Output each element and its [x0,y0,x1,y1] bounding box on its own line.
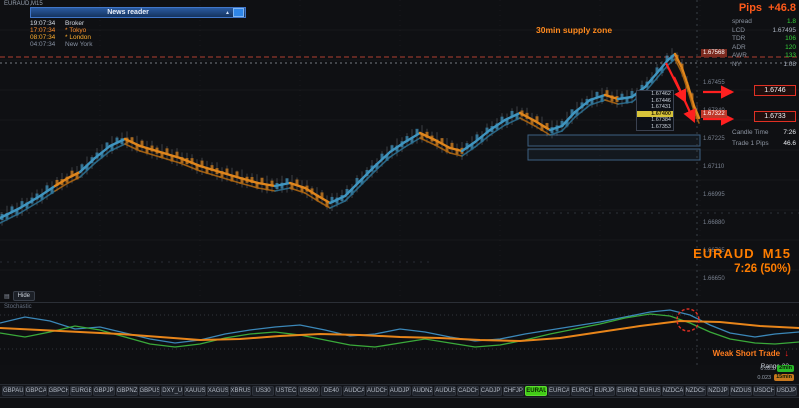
ticker-us500[interactable]: US500 [298,386,320,396]
dot-row-meta: 0.0232min [757,365,794,372]
ticker-cadjpy[interactable]: CADJPY [480,386,502,396]
ticker-de40[interactable]: DE40 [321,386,343,396]
ticker-gbpcad[interactable]: GBPCAD [25,386,47,396]
oscillator-chart [0,302,799,365]
trade-info-panel: Pips +46.8 spread1.8LCD1.67495TDR106ADR1… [732,2,796,148]
oscillator-line-green [0,314,799,347]
price-levels-box: 1.674621.674461.674311.674001.673841.673… [636,90,674,131]
oscillator-line-orange [0,321,799,341]
axis-price-label: 1.66880 [703,220,725,226]
hide-button[interactable]: Hide [13,291,35,301]
ticker-chfjpy[interactable]: CHFJPY [503,386,525,396]
ticker-gbpnzd[interactable]: GBPNZD [116,386,138,396]
trade-pips-label: Trade 1 Pips [732,140,769,149]
price-chart [0,0,799,300]
supply-zone-label: 30min supply zone [536,25,612,35]
ticker-euraud[interactable]: EURAUD [525,386,547,396]
panel-icon: ▤ [4,293,10,300]
supply-demand-zones [528,135,700,160]
ticker-eurjpy[interactable]: EURJPY [594,386,616,396]
candle-time-row: Candle Time 7:26 [732,129,796,138]
candle-countdown: 7:26 (50%) [734,263,791,275]
ticker-eurnzd[interactable]: EURNZD [616,386,638,396]
panel-stat-row: spread1.8 [732,18,796,27]
ticker-gbpaud[interactable]: GBPAUD [2,386,24,396]
symbol-watermark: EURAUD M15 [693,246,791,261]
panel-stat-row: NY1:08 [732,61,796,70]
ticker-nzdcad[interactable]: NZDCAD [662,386,684,396]
trade-signal-text: Weak Short Trade [713,349,780,358]
news-reader-bar[interactable]: News reader ▲ [30,7,246,18]
signal-dot-row-1 [2,366,714,372]
candle-time-label: Candle Time [732,129,769,138]
watermark-timeframe: M15 [763,246,791,261]
ticker-usdchf[interactable]: USDCHF [753,386,775,396]
level-price-tag: 1.67568 [701,49,727,57]
panel-stat-row: LCD1.67495 [732,27,796,36]
ticker-xbrusd[interactable]: XBRUSD [230,386,252,396]
upper-target-price: 1.6746 [754,85,796,96]
pips-counter: Pips +46.8 [732,2,796,14]
trade-pips-value: 46.6 [783,140,796,149]
trade-pips-row: Trade 1 Pips 46.6 [732,140,796,149]
ticker-xagusd[interactable]: XAGUSD [207,386,229,396]
ticker-gbpchf[interactable]: GBPCHF [48,386,70,396]
ticker-audnzd[interactable]: AUDNZD [412,386,434,396]
panel-stat-row: ADR120 [732,44,796,53]
ticker-nzdjpy[interactable]: NZDJPY [707,386,729,396]
panel-stat-row: TDR106 [732,35,796,44]
ticker-audcad[interactable]: AUDCAD [343,386,365,396]
current-price-tag: 1.67322 [701,110,727,118]
ticker-gbpusd[interactable]: GBPUSD [139,386,161,396]
timeframe-badges: 0.0232min 0.02315min [757,365,794,383]
ticker-ustec[interactable]: USTEC [275,386,297,396]
axis-price-label: 1.67225 [703,136,725,142]
watermark-symbol: EURAUD [693,246,755,261]
panel-stat-row: AWR133 [732,52,796,61]
ticker-nzdchf[interactable]: NZDCHF [685,386,707,396]
ticker-eurchf[interactable]: EURCHF [571,386,593,396]
panel-stats: spread1.8LCD1.67495TDR106ADR120AWR133NY1… [732,18,796,69]
session-clock: 19:07:34Broker [30,20,92,27]
session-clock: 17:07:34* Tokyo [30,27,92,34]
session-clock: 04:07:34New York [30,41,92,48]
axis-price-label: 1.66995 [703,192,725,198]
ticker-usdjpy[interactable]: USDJPY [776,386,798,396]
news-settings-button[interactable] [233,8,244,17]
signal-dot-row-2 [2,374,714,380]
down-arrow-icon: ↓ [785,348,790,358]
ticker-gbpjpy[interactable]: GBPJPY [93,386,115,396]
lower-target-price: 1.6733 [754,111,796,122]
collapse-icon[interactable]: ▲ [225,10,230,16]
hide-controls: ▤ Hide [4,291,35,301]
ticker-eurusd[interactable]: EURUSD [639,386,661,396]
ticker-eurgbp[interactable]: EURGBP [70,386,92,396]
ticker-audchf[interactable]: AUDCHF [366,386,388,396]
news-reader-title: News reader [31,8,225,17]
ticker-dxy_u5[interactable]: DXY_U5 [161,386,183,396]
session-clocks: 19:07:34Broker17:07:34* Tokyo08:07:34* L… [30,20,92,48]
ticker-xauusd[interactable]: XAUUSD [184,386,206,396]
ticker-audjpy[interactable]: AUDJPY [389,386,411,396]
signal-dot-row-3 [2,400,797,406]
axis-price-label: 1.66650 [703,276,725,282]
axis-price-label: 1.67110 [703,164,724,170]
subchart-indicator-label: Stochastic [4,304,32,310]
dot-row-meta: 0.02315min [757,374,794,381]
price-level: 1.67353 [637,124,673,131]
axis-price-label: 1.67455 [703,80,725,86]
ticker-nzdusd[interactable]: NZDUSD [730,386,752,396]
session-clock: 08:07:34* London [30,34,92,41]
ticker-us30[interactable]: US30 [252,386,274,396]
candle-time-value: 7:26 [783,129,796,138]
symbol-ticker-bar: GBPAUDGBPCADGBPCHFEURGBPGBPJPYGBPNZDGBPU… [0,384,799,398]
ticker-eurcad[interactable]: EURCAD [548,386,570,396]
ticker-cadchf[interactable]: CADCHF [457,386,479,396]
trading-platform-window: EURAUD,M15 News reader ▲ 19:07:34Broker1… [0,0,799,408]
ticker-audusd[interactable]: AUDUSD [434,386,456,396]
